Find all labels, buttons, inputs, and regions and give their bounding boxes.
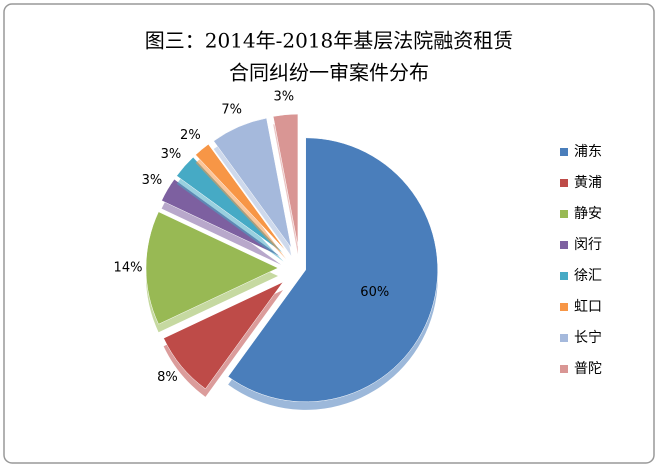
legend-label: 虹口 <box>574 299 602 315</box>
legend-swatch <box>560 365 568 373</box>
legend-label: 徐汇 <box>574 268 602 284</box>
slice <box>163 281 284 390</box>
data-label: 60% <box>360 285 389 300</box>
slice <box>213 117 292 248</box>
data-label: 3% <box>274 89 295 104</box>
data-label: 7% <box>221 103 242 118</box>
slice <box>145 211 279 325</box>
legend-label: 浦东 <box>574 144 602 160</box>
legend-swatch <box>560 210 568 218</box>
legend-swatch <box>560 241 568 249</box>
legend-swatch <box>560 334 568 342</box>
slice <box>195 143 287 252</box>
slice <box>272 113 299 247</box>
legend-label: 静安 <box>574 206 602 222</box>
slice <box>227 137 438 403</box>
data-label: 8% <box>157 370 178 385</box>
legend-swatch <box>560 303 568 311</box>
legend-label: 普陀 <box>574 361 602 377</box>
data-label: 3% <box>142 173 163 188</box>
data-label: 2% <box>180 128 201 143</box>
chart-title: 合同纠纷一审案件分布 <box>229 61 429 85</box>
legend-swatch <box>560 148 568 156</box>
chart-title: 图三：2014年-2018年基层法院融资租赁 <box>145 29 514 53</box>
legend-swatch <box>560 272 568 280</box>
legend-label: 长宁 <box>574 329 602 346</box>
legend-swatch <box>560 179 568 187</box>
slice <box>176 156 284 254</box>
data-label: 3% <box>161 147 182 162</box>
data-label: 14% <box>114 261 143 276</box>
legend-label: 闵行 <box>574 237 602 253</box>
legend-label: 黄浦 <box>574 174 602 191</box>
